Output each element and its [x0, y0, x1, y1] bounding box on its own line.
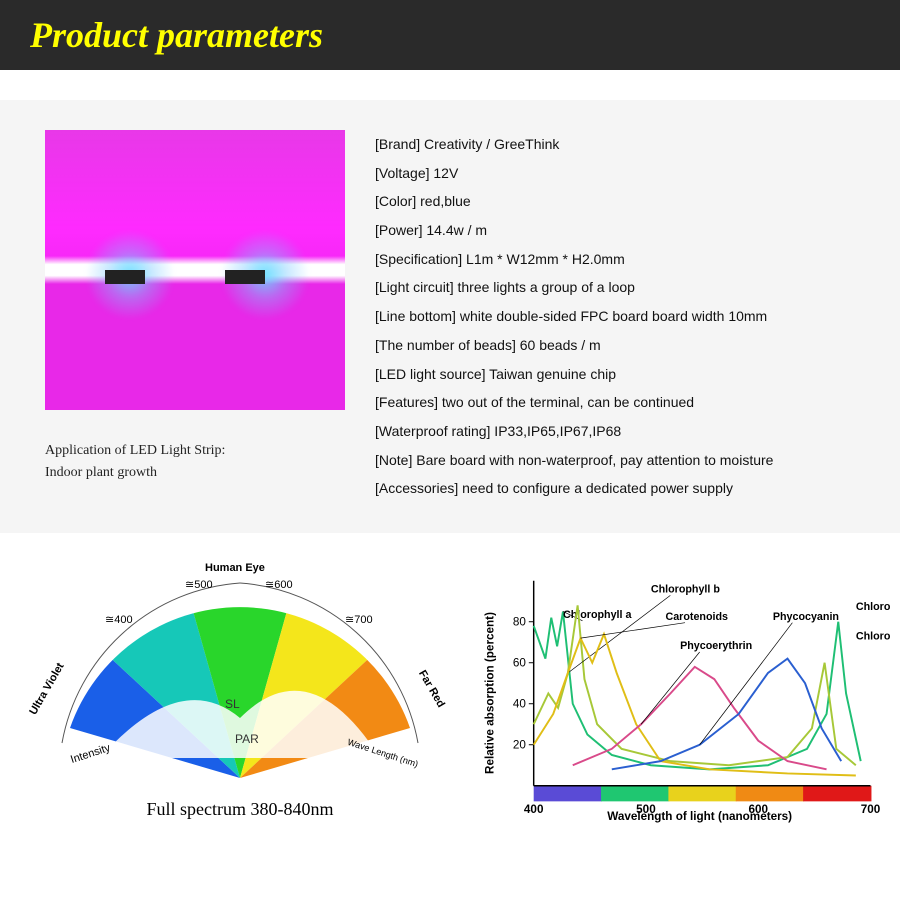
spec-row: [Power] 14.4w / m — [375, 216, 880, 245]
spec-row: [Specification] L1m * W12mm * H2.0mm — [375, 245, 880, 274]
spec-panel: Application of LED Light Strip: Indoor p… — [0, 100, 900, 533]
spec-row: [Accessories] need to configure a dedica… — [375, 474, 880, 503]
caption-line: Application of LED Light Strip: — [45, 440, 345, 462]
xband — [534, 786, 602, 802]
xband — [668, 786, 736, 802]
caption-line: Indoor plant growth — [45, 462, 345, 484]
series-label: Phycoerythrin — [680, 640, 752, 652]
header-bar: Product parameters — [0, 0, 900, 70]
spec-row: [Voltage] 12V — [375, 159, 880, 188]
led-chip-icon — [105, 270, 145, 284]
spec-row: [Light circuit] three lights a group of … — [375, 273, 880, 302]
spec-row: [Note] Bare board with non-waterproof, p… — [375, 446, 880, 475]
series-label: Chlorophyll b — [651, 583, 721, 595]
ytick-label: 40 — [513, 698, 527, 711]
fan-tick: ≅500 — [185, 578, 213, 591]
fan-tick: ≅700 — [345, 613, 373, 626]
ytick-label: 80 — [513, 616, 527, 629]
abs-ylabel: Relative absorption (percent) — [484, 612, 497, 774]
spec-row: [Features] two out of the terminal, can … — [375, 388, 880, 417]
spec-row: [Line bottom] white double-sided FPC boa… — [375, 302, 880, 331]
spec-row: [LED light source] Taiwan genuine chip — [375, 360, 880, 389]
series-line — [534, 605, 856, 765]
photo-column: Application of LED Light Strip: Indoor p… — [45, 130, 345, 503]
series-label: Chlorophyll a — [563, 609, 633, 621]
series-label: Phycocyanin — [773, 611, 839, 623]
absorption-chart: 20406080400500600700Chlorophyll aChlorop… — [480, 558, 890, 828]
photo-caption: Application of LED Light Strip: Indoor p… — [45, 440, 345, 485]
series-label: Chlorophyll b — [856, 630, 890, 642]
xtick-label: 400 — [524, 803, 544, 816]
series-label: Carotenoids — [665, 611, 728, 623]
fan-inner-label: SL — [225, 697, 240, 711]
spec-row: [Color] red,blue — [375, 187, 880, 216]
spec-row: [The number of beads] 60 beads / m — [375, 331, 880, 360]
series-line — [612, 659, 841, 770]
fan-tick: ≅400 — [105, 613, 133, 626]
led-chip-icon — [225, 270, 265, 284]
xband — [803, 786, 871, 802]
spec-list: [Brand] Creativity / GreeThink[Voltage] … — [375, 130, 880, 503]
absorption-svg: 20406080400500600700Chlorophyll aChlorop… — [480, 558, 890, 828]
series-label: Chlorophyll a — [856, 601, 890, 613]
spec-row: [Waterproof rating] IP33,IP65,IP67,IP68 — [375, 417, 880, 446]
charts-row: SL PAR Human Eye ≅400 ≅500 ≅600 ≅700 Ult… — [0, 558, 900, 828]
led-strip-photo — [45, 130, 345, 410]
page-title: Product parameters — [30, 14, 323, 56]
spec-row: [Brand] Creativity / GreeThink — [375, 130, 880, 159]
fan-caption: Full spectrum 380-840nm — [10, 799, 470, 820]
fan-inner-label: PAR — [235, 732, 259, 746]
fan-tick: ≅600 — [265, 578, 293, 591]
xtick-label: 700 — [861, 803, 881, 816]
fan-top-label: Human Eye — [205, 562, 265, 574]
abs-xlabel: Wavelength of light (nanometers) — [607, 810, 792, 823]
ytick-label: 60 — [513, 657, 527, 670]
spectrum-fan-chart: SL PAR Human Eye ≅400 ≅500 ≅600 ≅700 Ult… — [10, 558, 470, 828]
xband — [601, 786, 669, 802]
ytick-label: 20 — [513, 739, 527, 752]
xband — [736, 786, 804, 802]
